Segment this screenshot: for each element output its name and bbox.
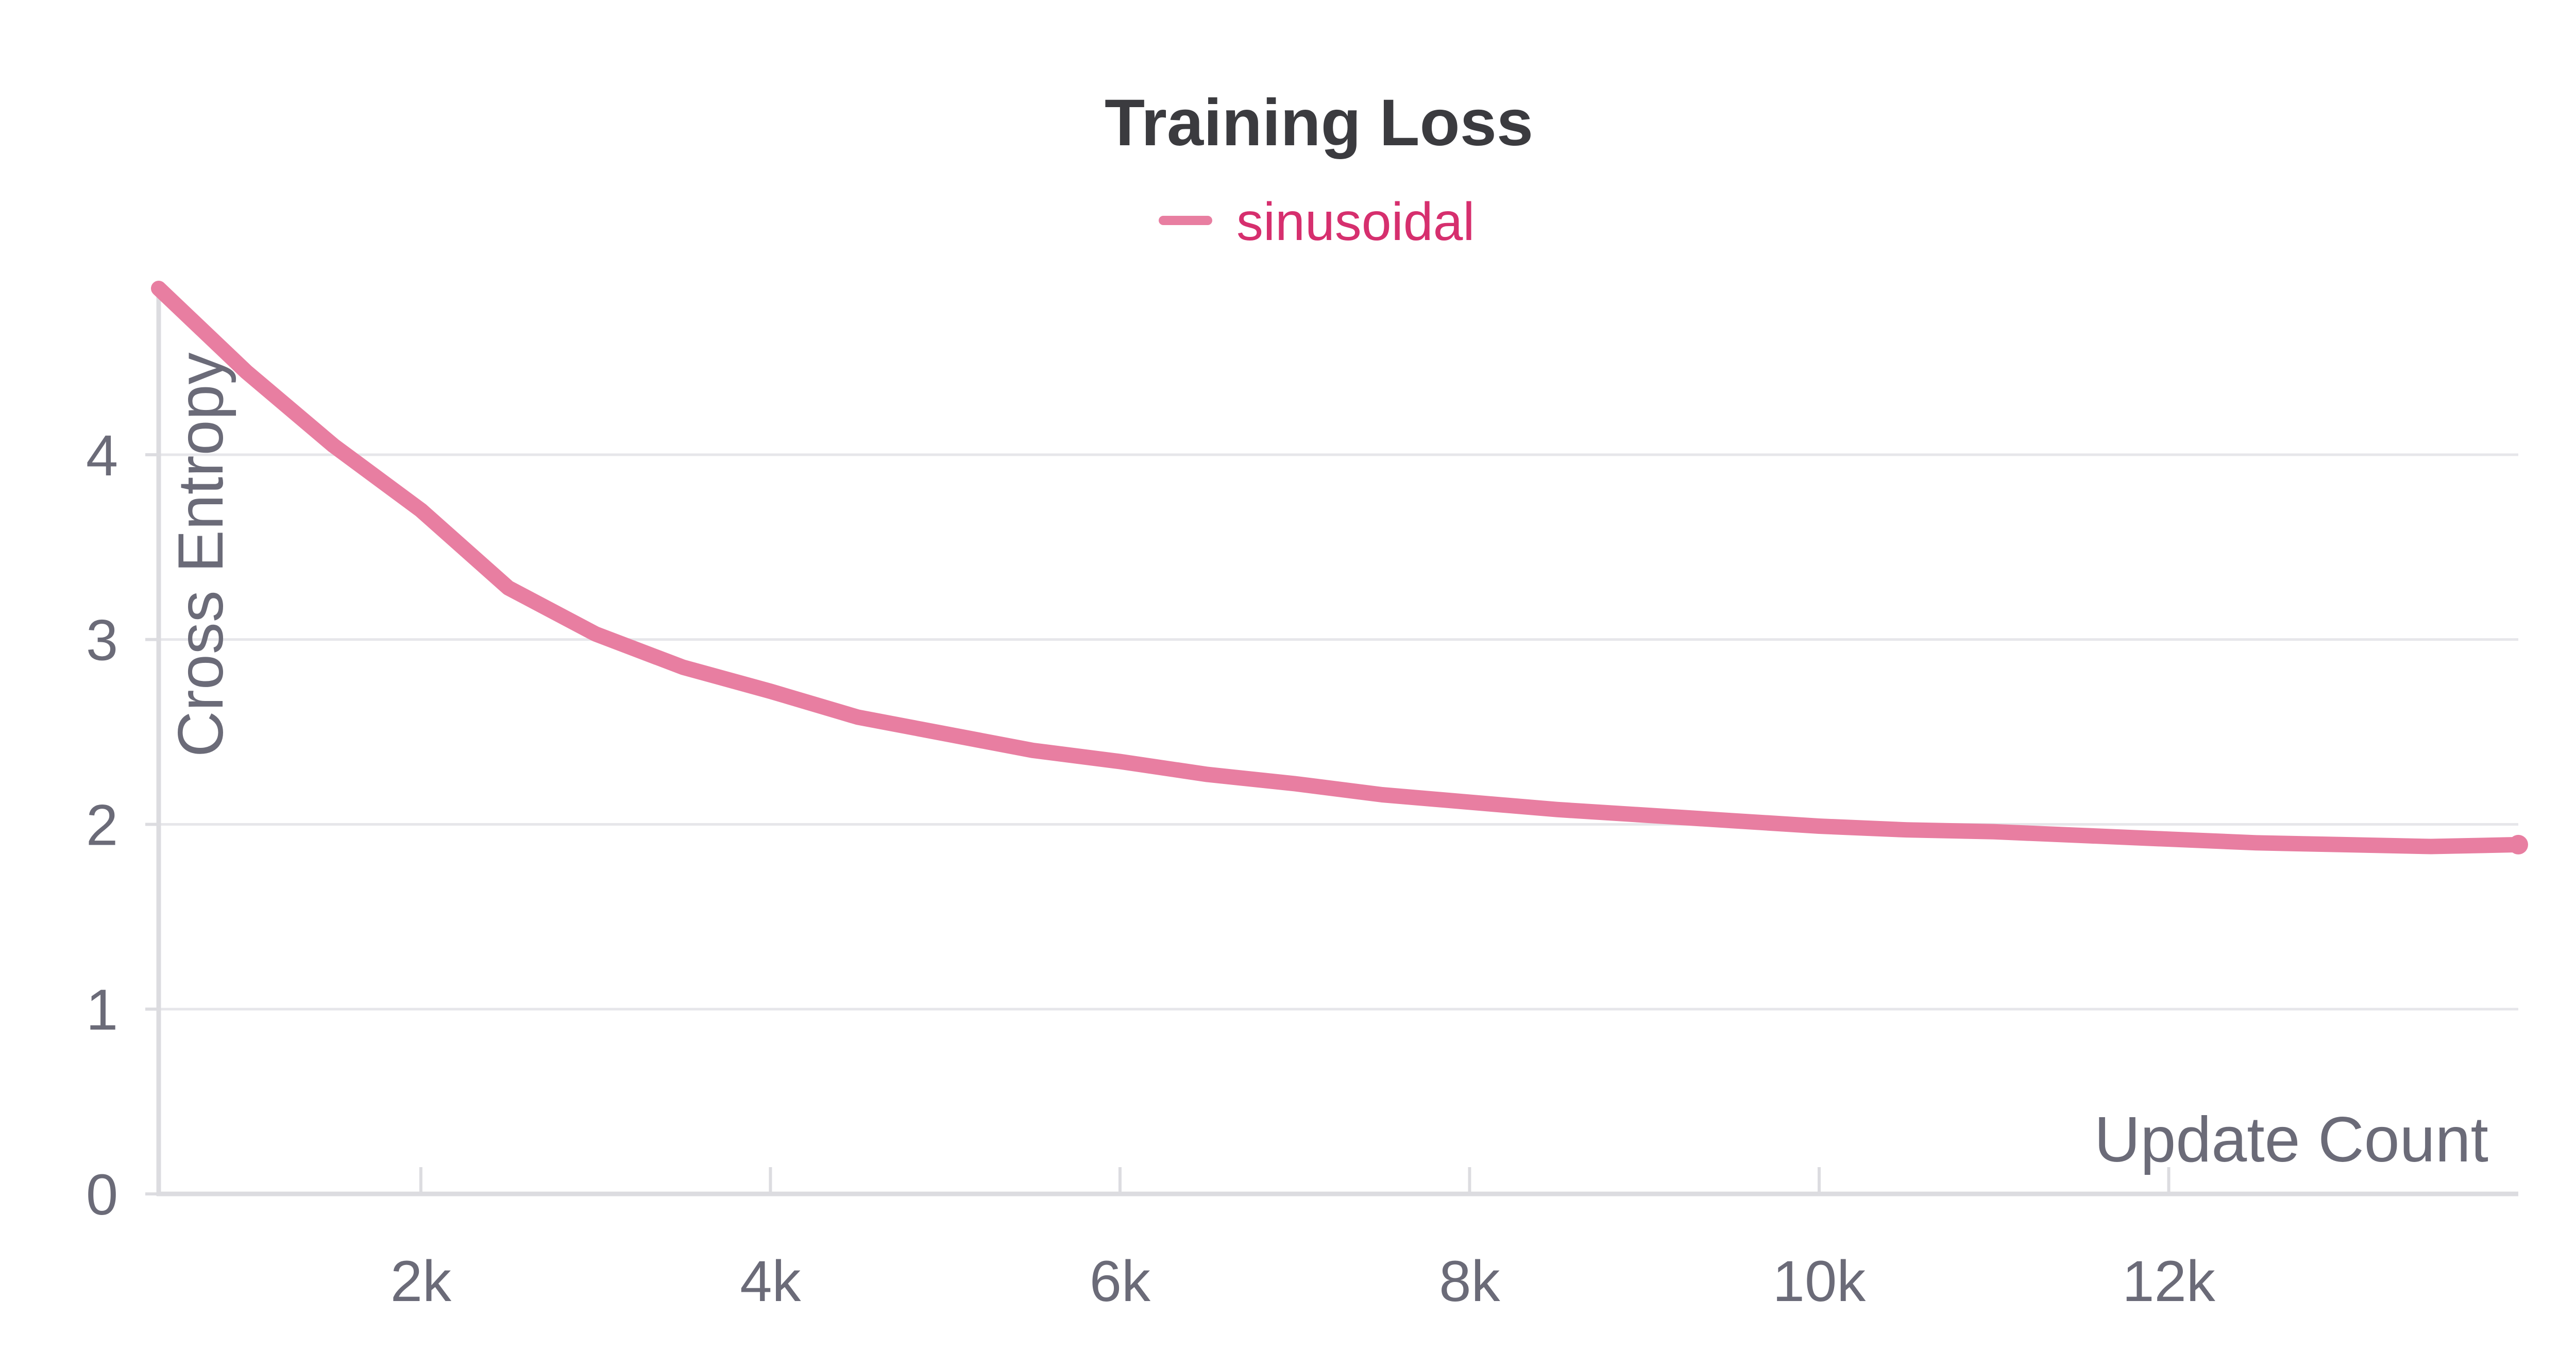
data-point [2167, 838, 2170, 840]
data-point [595, 633, 597, 635]
data-point [1906, 829, 1908, 831]
data-point [1731, 819, 1733, 822]
data-point [1207, 774, 1209, 776]
data-point [1031, 749, 1033, 751]
data-point [332, 444, 334, 447]
data-point [1381, 794, 1383, 796]
series-end-marker [2509, 834, 2528, 854]
data-point [1818, 825, 1820, 827]
y-tick-label: 0 [86, 1162, 118, 1227]
x-tick-label: 4k [740, 1249, 801, 1313]
data-point [2343, 844, 2345, 846]
x-tick-label: 2k [391, 1249, 452, 1313]
data-point [1643, 814, 1646, 816]
data-point [1294, 783, 1296, 785]
x-axis-title: Update Count [2094, 1104, 2488, 1175]
x-tick-label: 8k [1439, 1249, 1500, 1313]
y-axis-title: Cross Entropy [165, 352, 236, 757]
data-point [2430, 846, 2432, 848]
data-point [2255, 842, 2257, 844]
legend: sinusoidal [1159, 192, 1475, 252]
data-point [2080, 834, 2082, 836]
x-tick-label: 12k [2122, 1249, 2216, 1313]
data-point [507, 587, 510, 589]
legend-label-sinusoidal: sinusoidal [1236, 192, 1475, 252]
data-point [944, 733, 946, 735]
y-tick-label: 3 [86, 608, 118, 673]
chart-title: Training Loss [1105, 86, 1533, 160]
data-point [158, 287, 160, 289]
data-point [1119, 760, 1121, 762]
axes: 0 1 2 3 4 2k 4k 6k 8k 10k 12k [86, 282, 2518, 1313]
data-point [769, 690, 771, 692]
data-point [1556, 809, 1558, 811]
y-tick-label: 4 [86, 423, 118, 488]
data-point [245, 370, 247, 372]
data-point [1993, 831, 1995, 833]
series-line-sinusoidal [151, 281, 2526, 854]
x-tick-label: 6k [1090, 1249, 1151, 1313]
data-point [420, 509, 422, 511]
x-tick-label: 10k [1773, 1249, 1867, 1313]
grid-lines [159, 453, 2518, 1011]
series-layer [151, 281, 2528, 854]
data-point [682, 666, 684, 668]
y-tick-label: 1 [86, 978, 118, 1042]
data-point [857, 716, 859, 718]
y-tick-label: 2 [86, 793, 118, 857]
data-point [1468, 801, 1470, 803]
